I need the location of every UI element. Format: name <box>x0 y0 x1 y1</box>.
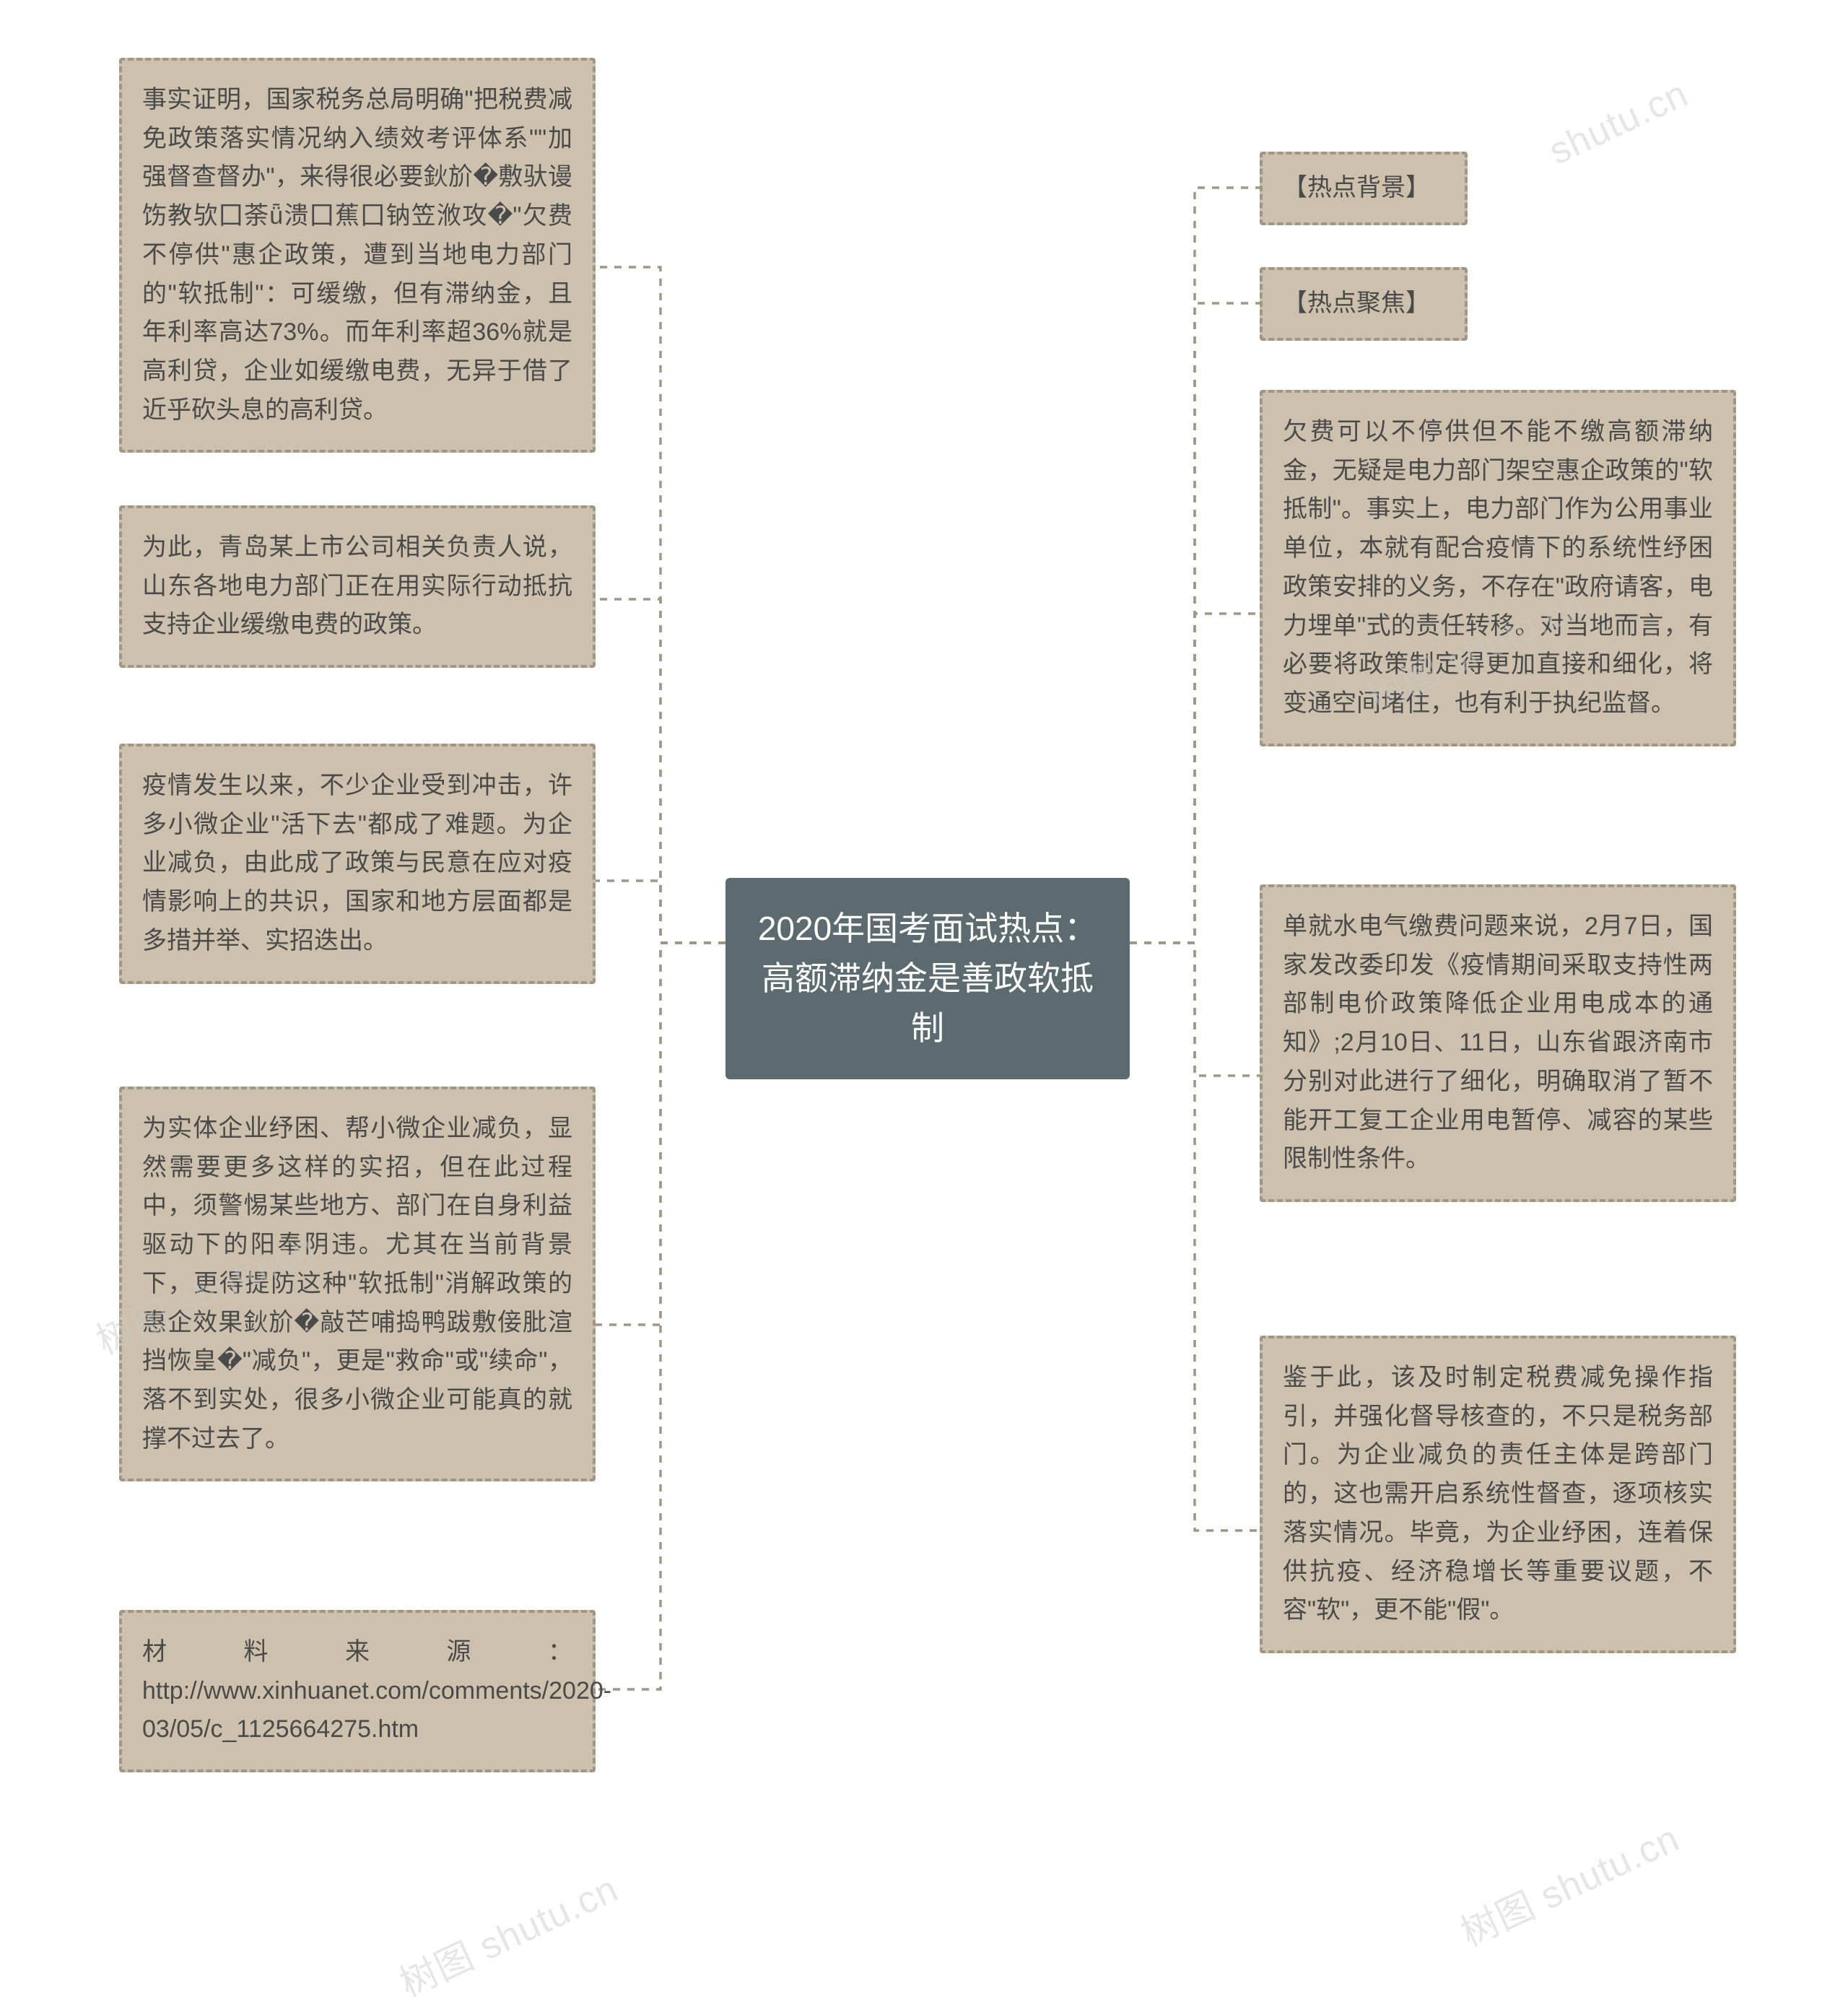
leaf-text: 鉴于此，该及时制定税费减免操作指引，并强化督导核查的，不只是税务部门。为企业减负… <box>1283 1364 1713 1624</box>
leaf-text: 材料来源：http://www.xinhuanet.com/comments/2… <box>142 1638 611 1743</box>
leaf-text: 为此，青岛某上市公司相关负责人说，山东各地电力部门正在用实际行动抵抗支持企业缓缴… <box>142 534 572 638</box>
connector-path <box>1130 943 1260 1076</box>
leaf-text: 为实体企业纾困、帮小微企业减负，显然需要更多这样的实招，但在此过程中，须警惕某些… <box>142 1115 572 1453</box>
leaf-r2: 【热点聚焦】 <box>1260 267 1468 341</box>
watermark-text: 树图 shutu.cn <box>1455 1817 1686 1954</box>
watermark: shutu.cn <box>1543 72 1695 174</box>
leaf-l5: 材料来源：http://www.xinhuanet.com/comments/2… <box>119 1610 596 1772</box>
watermark-text: shutu.cn <box>1543 72 1694 173</box>
leaf-text: 【热点聚焦】 <box>1283 289 1430 317</box>
center-node: 2020年国考面试热点：高额滞纳金是善政软抵制 <box>725 878 1130 1079</box>
leaf-l4: 为实体企业纾困、帮小微企业减负，显然需要更多这样的实招，但在此过程中，须警惕某些… <box>119 1087 596 1481</box>
leaf-text: 事实证明，国家税务总局明确"把税费减免政策落实情况纳入绩效考评体系""加强督查督… <box>142 86 572 424</box>
leaf-l2: 为此，青岛某上市公司相关负责人说，山东各地电力部门正在用实际行动抵抗支持企业缓缴… <box>119 505 596 668</box>
leaf-r3: 欠费可以不停供但不能不缴高额滞纳金，无疑是电力部门架空惠企政策的"软抵制"。事实… <box>1260 390 1736 746</box>
leaf-r1: 【热点背景】 <box>1260 152 1468 225</box>
leaf-l1: 事实证明，国家税务总局明确"把税费减免政策落实情况纳入绩效考评体系""加强督查督… <box>119 58 596 453</box>
leaf-text: 欠费可以不停供但不能不缴高额滞纳金，无疑是电力部门架空惠企政策的"软抵制"。事实… <box>1283 418 1713 717</box>
connector-path <box>1130 303 1260 943</box>
leaf-text: 疫情发生以来，不少企业受到冲击，许多小微企业"活下去"都成了难题。为企业减负，由… <box>142 772 572 954</box>
leaf-text: 单就水电气缴费问题来说，2月7日，国家发改委印发《疫情期间采取支持性两部制电价政… <box>1283 913 1713 1172</box>
watermark: 树图 shutu.cn <box>1450 1808 1686 1957</box>
connector-path <box>596 943 725 1325</box>
connector-path <box>1130 943 1260 1531</box>
connector-path <box>596 943 725 1689</box>
leaf-r4: 单就水电气缴费问题来说，2月7日，国家发改委印发《疫情期间采取支持性两部制电价政… <box>1260 884 1736 1202</box>
leaf-l3: 疫情发生以来，不少企业受到冲击，许多小微企业"活下去"都成了难题。为企业减负，由… <box>119 744 596 984</box>
leaf-text: 【热点背景】 <box>1283 174 1430 201</box>
connector-path <box>1130 188 1260 943</box>
connector-path <box>596 267 725 943</box>
center-text: 2020年国考面试热点：高额滞纳金是善政软抵制 <box>758 910 1097 1047</box>
leaf-r5: 鉴于此，该及时制定税费减免操作指引，并强化督导核查的，不只是税务部门。为企业减负… <box>1260 1336 1736 1653</box>
watermark-text: 树图 shutu.cn <box>393 1868 624 2005</box>
connector-path <box>1130 614 1260 943</box>
watermark: 树图 shutu.cn <box>389 1859 625 2007</box>
connector-path <box>596 599 725 943</box>
connector-path <box>596 881 725 943</box>
